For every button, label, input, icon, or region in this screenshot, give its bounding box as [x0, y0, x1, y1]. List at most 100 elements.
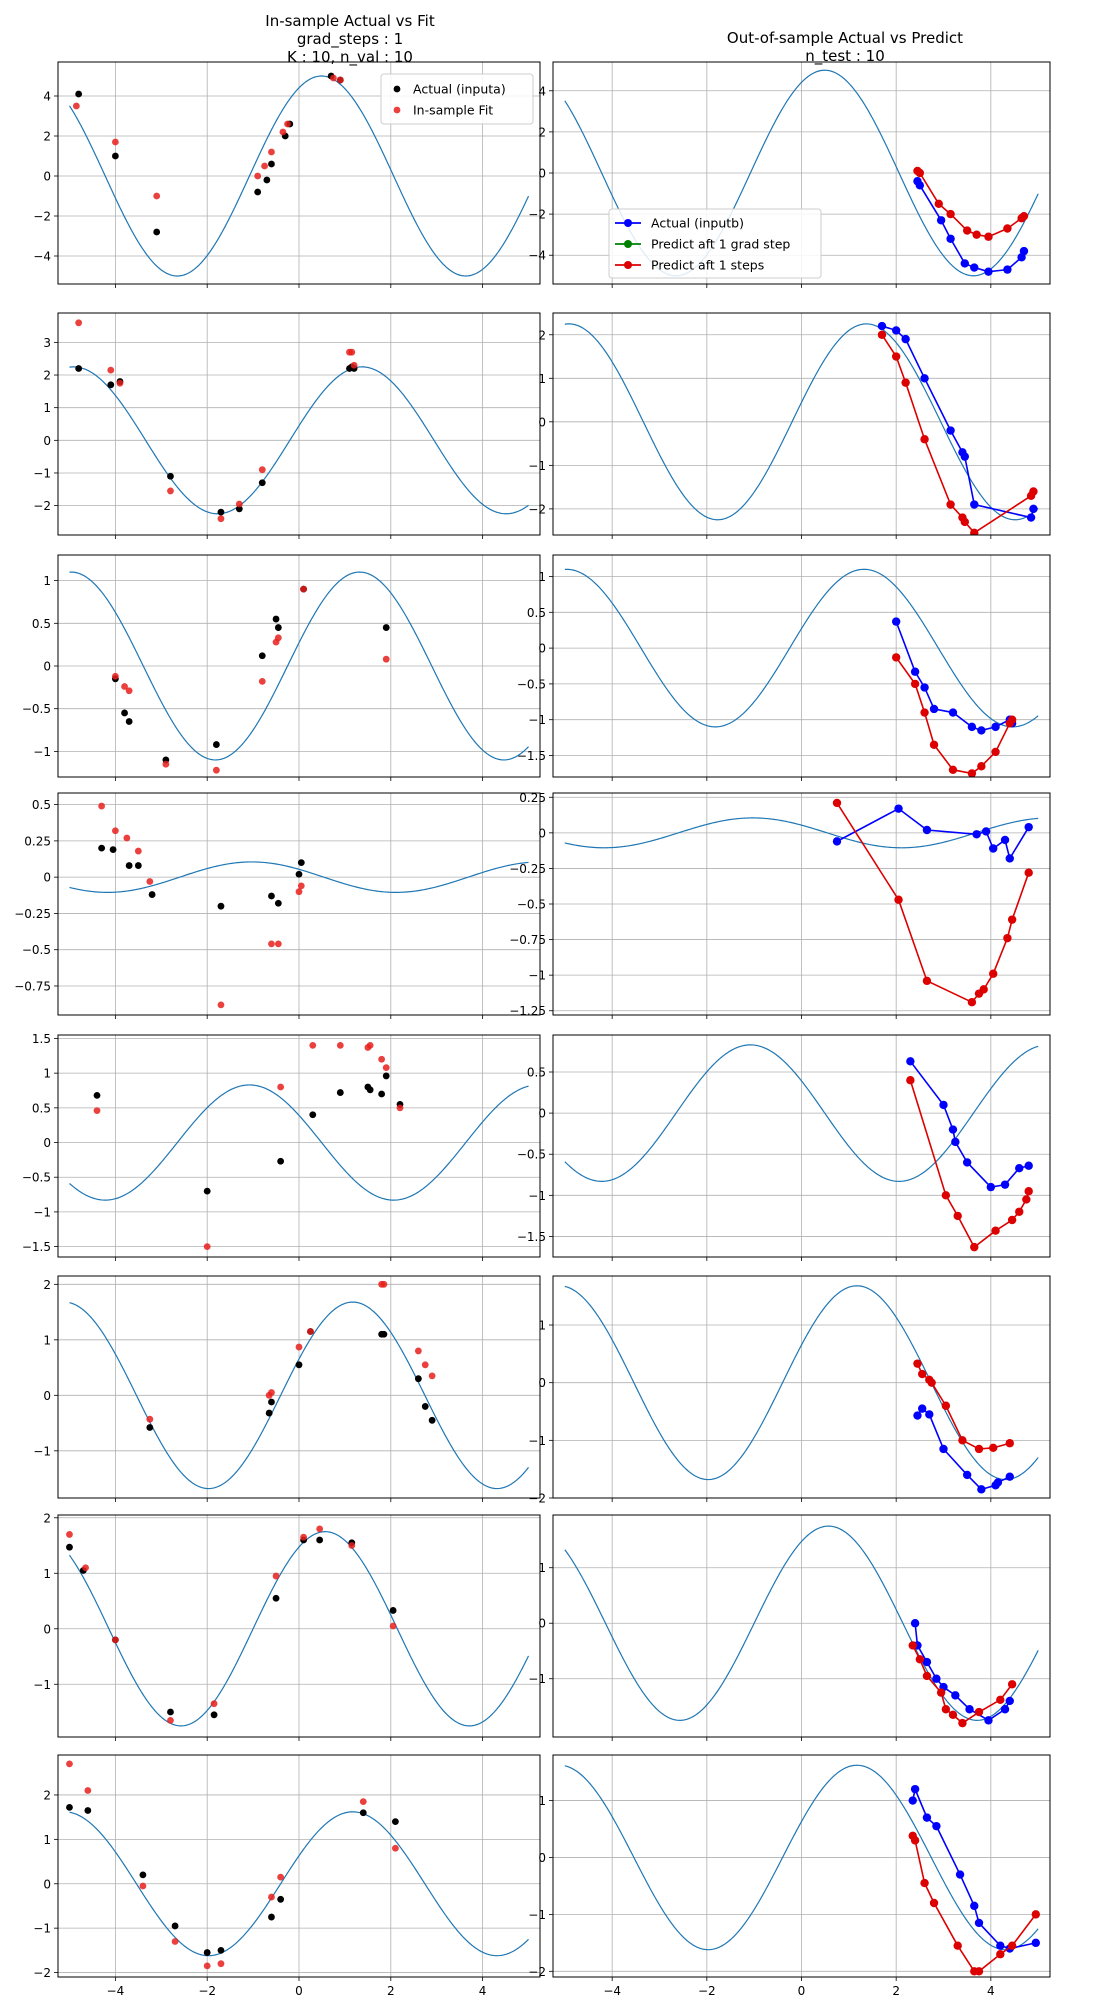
- actual-inputb-point: [915, 181, 925, 190]
- y-tick-label: −0.5: [517, 677, 546, 691]
- in-sample-fit-point: [307, 1328, 314, 1335]
- y-tick-label: 1: [538, 1319, 546, 1333]
- actual-inputb-point: [974, 1918, 984, 1928]
- legend-label: Predict aft 1 grad step: [651, 237, 790, 252]
- actual-inputb-point: [1019, 246, 1029, 256]
- axes-frame: [57, 312, 541, 536]
- true-function-curve: [564, 1525, 1039, 1721]
- true-function-curve: [564, 1764, 1039, 1951]
- predict-1-steps-point: [953, 1941, 962, 1950]
- y-tick-label: 0.5: [32, 1101, 51, 1115]
- y-tick-label: −1: [528, 459, 546, 473]
- in-sample-fit-point: [316, 1525, 324, 1533]
- y-tick-label: 0: [43, 871, 51, 885]
- true-function-curve: [564, 568, 1039, 728]
- panel-right-3: −1.5 −1 −0.5 0 0.5 1: [517, 554, 1051, 781]
- actual-inputb-point: [977, 726, 986, 735]
- predict-1-steps-point: [1022, 1195, 1031, 1204]
- actual-inputb-point: [901, 334, 910, 344]
- actual-inputa-point: [428, 1416, 436, 1424]
- y-tick-label: −4: [528, 249, 546, 263]
- in-sample-fit-point: [217, 1001, 225, 1009]
- actual-inputb-point: [922, 1813, 932, 1822]
- y-tick-label: 0: [538, 167, 546, 181]
- actual-inputa-point: [66, 1543, 73, 1551]
- in-sample-fit-point: [284, 120, 291, 128]
- in-sample-fit-point: [309, 1042, 317, 1049]
- in-sample-fit-point: [389, 1622, 397, 1630]
- actual-inputb-point: [910, 667, 920, 676]
- predict-1-steps-point: [927, 1378, 936, 1387]
- actual-inputa-point: [217, 1946, 225, 1954]
- actual-inputb-point: [910, 1784, 920, 1794]
- x-tick-label: 4: [987, 1984, 995, 1998]
- y-tick-label: 2: [43, 130, 51, 144]
- in-sample-fit-point: [93, 1107, 101, 1115]
- actual-inputa-point: [167, 472, 174, 480]
- predict-1-steps-point: [913, 1359, 922, 1368]
- plot-area: [69, 319, 529, 523]
- actual-inputb-point: [977, 1485, 986, 1494]
- predict-1-steps-point: [1007, 915, 1017, 924]
- in-sample-fit-point: [235, 500, 243, 508]
- actual-inputb-point: [1031, 1938, 1041, 1948]
- y-tick-label: 1: [538, 1561, 546, 1575]
- plot-area: [564, 321, 1039, 535]
- panel-right-6: −2 −1 0 1: [528, 1275, 1051, 1506]
- in-sample-fit-point: [348, 348, 356, 356]
- actual-inputb-point: [967, 722, 977, 732]
- in-sample-fit-point: [274, 940, 282, 948]
- actual-inputa-point: [75, 365, 83, 372]
- y-tick-label: −1: [528, 713, 546, 727]
- in-sample-fit-point: [272, 1572, 280, 1580]
- y-tick-label: −1: [528, 1189, 546, 1203]
- legend-label: Actual (inputb): [651, 216, 744, 231]
- actual-inputa-point: [98, 844, 106, 852]
- actual-inputa-point: [309, 1111, 317, 1119]
- y-tick-label: −0.25: [14, 907, 51, 921]
- predict-1-steps-point: [984, 232, 993, 241]
- panel-left-3: −1 −0.5 0 0.5 1: [22, 554, 541, 781]
- actual-inputa-point: [295, 1361, 303, 1369]
- predict-1-steps-point: [941, 1401, 951, 1410]
- in-sample-fit-point: [396, 1104, 404, 1112]
- actual-inputb-point: [1000, 1180, 1010, 1189]
- in-sample-fit-point: [203, 1962, 211, 1970]
- axes-frame: [552, 61, 1051, 285]
- y-tick-label: −0.5: [517, 1148, 546, 1162]
- in-sample-fit-point: [366, 1042, 374, 1049]
- actual-inputa-point: [75, 90, 83, 98]
- axes-frame: [57, 554, 541, 778]
- in-sample-fit-point: [125, 687, 133, 695]
- y-tick-label: 1: [538, 1794, 546, 1808]
- actual-inputa-point: [382, 624, 390, 631]
- plot-area: [564, 568, 1039, 777]
- y-tick-label: −1: [528, 1672, 546, 1686]
- y-tick-label: −1.5: [517, 1230, 546, 1244]
- y-tick-label: 2: [43, 1788, 51, 1802]
- predict-1-steps-point: [970, 1242, 979, 1252]
- actual-inputa-point: [139, 1871, 147, 1879]
- axes-frame: [552, 792, 1051, 1016]
- in-sample-fit-point: [359, 1798, 367, 1806]
- actual-inputa-point: [392, 1818, 399, 1825]
- actual-inputb-point: [939, 1444, 948, 1454]
- true-function-curve: [69, 366, 529, 515]
- actual-inputb-point: [1024, 822, 1033, 832]
- predict-1-steps-point: [1031, 1910, 1041, 1919]
- y-tick-label: −1: [33, 466, 51, 480]
- actual-inputa-point: [272, 1594, 280, 1602]
- legend-marker: [624, 219, 632, 227]
- actual-inputa-point: [414, 1375, 422, 1383]
- predict-1-steps-point: [946, 209, 955, 219]
- actual-inputb-point: [832, 837, 842, 846]
- actual-inputb-point: [996, 1941, 1005, 1950]
- actual-inputb-point: [984, 1716, 993, 1725]
- actual-inputa-point: [380, 1330, 388, 1338]
- legend-fit-marker: [393, 106, 401, 114]
- in-sample-fit-point: [123, 834, 131, 842]
- x-tick-label: −2: [198, 1984, 216, 1998]
- plot-area: [69, 1280, 529, 1490]
- y-tick-label: 0: [43, 1877, 51, 1891]
